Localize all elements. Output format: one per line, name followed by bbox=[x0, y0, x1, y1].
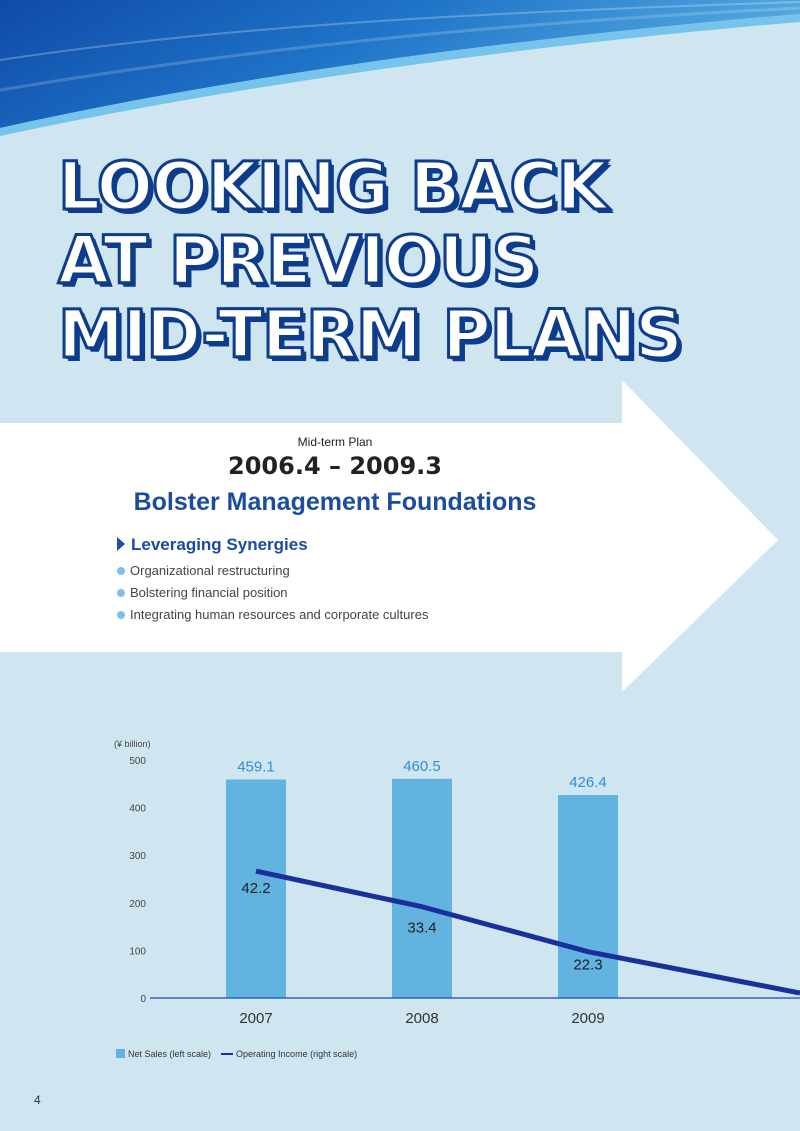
bar-net-sales bbox=[392, 778, 452, 998]
legend-swatch-bar bbox=[116, 1049, 125, 1058]
bullet-list: Organizational restructuring Bolstering … bbox=[117, 560, 428, 626]
y-tick-label: 0 bbox=[140, 994, 146, 1005]
list-item: Bolstering financial position bbox=[117, 582, 428, 604]
legend-net-sales: Net Sales (left scale) bbox=[128, 1049, 212, 1059]
bar-net-sales bbox=[558, 795, 618, 998]
dot-bullet-icon bbox=[117, 589, 125, 597]
line-operating-income bbox=[255, 868, 800, 996]
bar-value-label: 426.4 bbox=[569, 774, 607, 791]
line-value-label: 42.2 bbox=[241, 880, 270, 897]
y-tick-label: 200 bbox=[129, 899, 146, 910]
legend-operating-income: Operating Income (right scale) bbox=[236, 1049, 358, 1059]
chart-legend: Net Sales (left scale) Operating Income (… bbox=[116, 1049, 357, 1059]
sales-income-chart: (¥ billion) 0 100 200 300 400 500 459.1 460.5 426… bbox=[114, 739, 800, 1027]
list-item: Organizational restructuring bbox=[117, 560, 428, 582]
y-tick-label: 300 bbox=[129, 851, 146, 862]
bar-value-label: 460.5 bbox=[403, 758, 441, 775]
section-heading-text: Leveraging Synergies bbox=[131, 535, 308, 554]
axis-unit-label: (¥ billion) bbox=[114, 739, 151, 749]
plan-label: Mid-term Plan bbox=[297, 435, 373, 449]
dot-bullet-icon bbox=[117, 611, 125, 619]
legend-swatch-line bbox=[221, 1053, 234, 1055]
page-title: LOOKING BACK AT PREVIOUS MID-TERM PLANS bbox=[57, 148, 685, 373]
triangle-bullet-icon bbox=[117, 537, 125, 551]
list-item: Integrating human resources and corporat… bbox=[117, 604, 428, 626]
section-heading: Leveraging Synergies bbox=[117, 535, 308, 555]
plan-theme: Bolster Management Foundations bbox=[133, 488, 537, 516]
y-tick-label: 100 bbox=[129, 946, 146, 957]
x-tick-label: 2009 bbox=[571, 1010, 604, 1027]
bar-net-sales bbox=[226, 779, 286, 998]
y-tick-label: 500 bbox=[129, 756, 146, 767]
plan-period: 2006.4 – 2009.3 bbox=[228, 452, 442, 480]
y-tick-label: 400 bbox=[129, 804, 146, 815]
x-tick-label: 2008 bbox=[405, 1010, 438, 1027]
plan-arrow-shape bbox=[0, 380, 778, 692]
line-value-label: 33.4 bbox=[407, 920, 436, 937]
line-value-label: 22.3 bbox=[573, 957, 602, 974]
header-wave-decoration bbox=[0, 0, 800, 136]
x-tick-label: 2007 bbox=[239, 1010, 272, 1027]
dot-bullet-icon bbox=[117, 567, 125, 575]
page-number: 4 bbox=[34, 1093, 41, 1107]
bar-value-label: 459.1 bbox=[237, 758, 275, 775]
